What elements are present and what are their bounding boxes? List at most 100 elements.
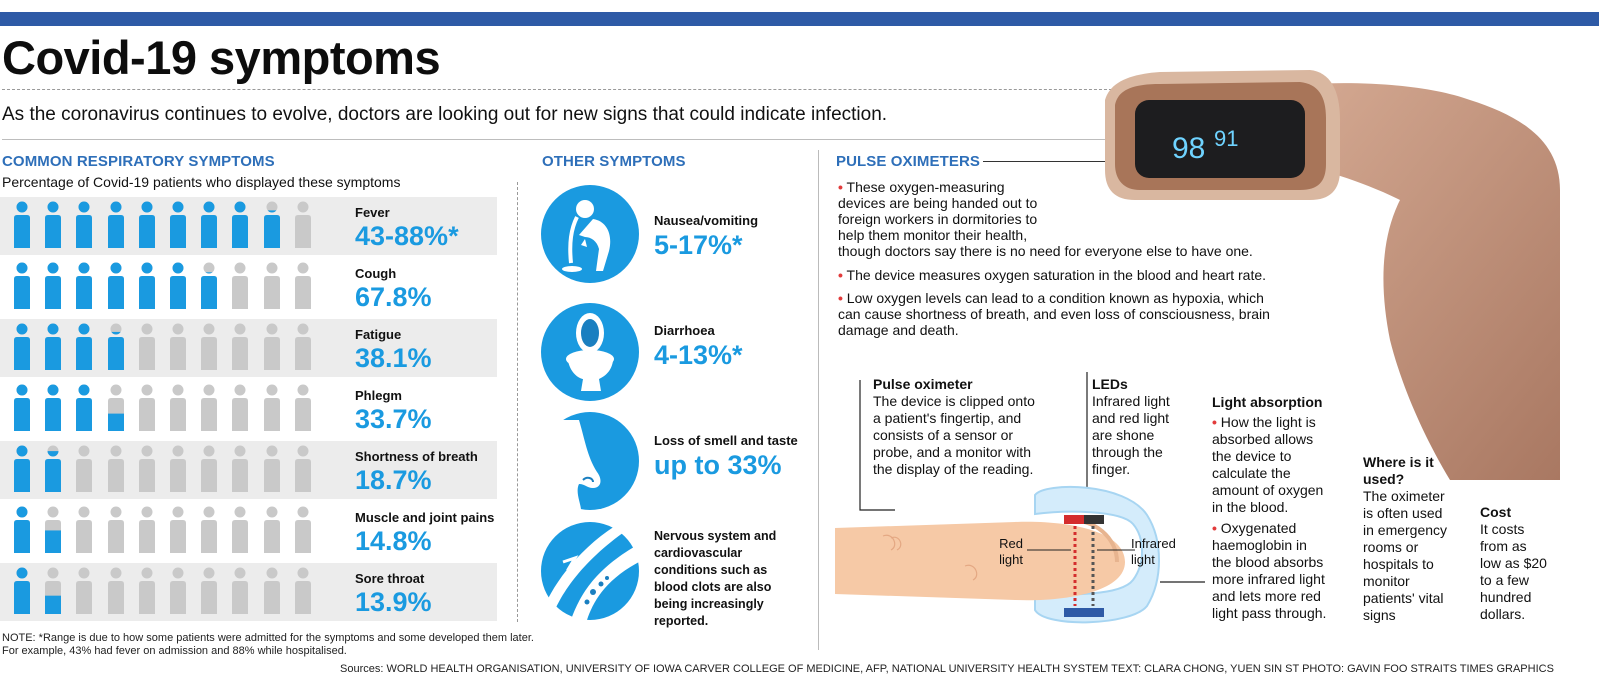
light-absorption-heading: Light absorption: [1212, 394, 1323, 410]
symptom-name: Shortness of breath: [355, 449, 478, 464]
other-item-value: 4-13%*: [654, 340, 743, 370]
credits-line: Sources: WORLD HEALTH ORGANISATION, UNIV…: [340, 663, 1554, 675]
person-icon: [45, 262, 62, 309]
symptom-row: Muscle and joint pains 14.8%: [0, 502, 497, 560]
person-icon: [45, 201, 62, 248]
person-icon: [263, 262, 280, 309]
person-icon: [201, 262, 218, 309]
person-icon: [294, 506, 311, 553]
person-icon: [45, 384, 62, 431]
oximeter-bullet: • Low oxygen levels can lead to a condit…: [838, 290, 1270, 338]
person-icon: [232, 323, 249, 370]
symptom-value: 67.8%: [355, 282, 432, 312]
oximeter-heading-leader: [983, 161, 1113, 162]
person-icon: [170, 506, 186, 553]
symptom-name: Cough: [355, 266, 397, 281]
person-icon: [76, 567, 93, 614]
oximeter-heading: PULSE OXIMETERS: [836, 153, 981, 170]
person-icon: [294, 262, 311, 309]
oximeter-bullet: • These oxygen-measuring devices are bei…: [838, 179, 1253, 259]
person-icon: [76, 262, 93, 309]
person-icon: [107, 262, 124, 309]
person-icon: [138, 262, 155, 309]
symptom-name: Fever: [355, 205, 390, 220]
person-icon: [263, 506, 280, 553]
person-icon: [201, 567, 218, 614]
leds-heading: LEDs: [1092, 376, 1128, 392]
person-icon: [107, 323, 124, 370]
oximeter-reading-2: 91: [1214, 126, 1238, 151]
infrared-label-line-2: light: [1131, 552, 1155, 567]
person-icon: [294, 201, 311, 248]
person-icon: [76, 445, 93, 492]
person-icon: [76, 384, 93, 431]
person-icon: [14, 384, 30, 431]
person-icon: [232, 445, 249, 492]
nausea-icon: [541, 185, 639, 283]
person-icon: [138, 506, 155, 553]
person-icon: [14, 323, 30, 370]
infrared-label-line-1: Infrared: [1131, 536, 1176, 551]
oximeter-photo: 98 91: [1105, 70, 1560, 480]
person-icon: [14, 567, 30, 614]
symptom-row: Fever 43-88%*: [0, 197, 497, 255]
light-absorption-text-1: • How the light is absorbed allows the de…: [1212, 414, 1324, 515]
person-icon: [138, 384, 155, 431]
other-item-text: Nervous system and cardiovascular condit…: [654, 529, 777, 628]
where-used-text: The oximeter is often used in emergency roo…: [1363, 488, 1448, 623]
pulse-oximeter-text: The device is clipped onto a patient's fi…: [873, 393, 1035, 477]
top-color-bar: [0, 12, 1599, 26]
column-divider-2: [818, 150, 819, 650]
person-icon: [138, 445, 155, 492]
symptom-row: Phlegm 33.7%: [0, 380, 497, 438]
red-light-label-line-1: Red: [999, 536, 1023, 551]
symptom-value: 14.8%: [355, 526, 432, 556]
person-icon: [294, 567, 311, 614]
other-item-value: 5-17%*: [654, 230, 743, 260]
symptom-value: 43-88%*: [355, 221, 459, 251]
oximeter-bullet: • The device measures oxygen saturation …: [838, 267, 1267, 283]
person-icon: [201, 323, 218, 370]
page-subtitle: As the coronavirus continues to evolve, …: [2, 104, 888, 125]
other-item-name: Diarrhoea: [654, 323, 715, 338]
blood-clot-icon: [541, 522, 639, 620]
person-icon: [201, 445, 218, 492]
person-icon: [232, 201, 249, 248]
person-icon: [45, 445, 62, 492]
pulse-oximeter-heading: Pulse oximeter: [873, 376, 973, 392]
respiratory-heading: COMMON RESPIRATORY SYMPTOMS: [2, 153, 275, 170]
person-icon: [263, 384, 280, 431]
person-icon: [263, 323, 280, 370]
footnote: NOTE: *Range is due to how some patients…: [2, 632, 534, 657]
symptom-row: Fatigue 38.1%: [0, 319, 497, 377]
person-icon: [170, 567, 186, 614]
person-icon: [170, 384, 186, 431]
person-icon: [14, 445, 30, 492]
other-heading: OTHER SYMPTOMS: [542, 153, 686, 170]
subtitle-divider: [2, 139, 1122, 140]
person-icon: [263, 445, 280, 492]
symptom-name: Sore throat: [355, 571, 425, 586]
symptom-value: 13.9%: [355, 587, 432, 617]
person-icon: [14, 262, 30, 309]
other-item-name: Nausea/vomiting: [654, 213, 759, 228]
other-item-name: Loss of smell and taste: [654, 433, 798, 448]
person-icon: [294, 323, 311, 370]
symptom-name: Fatigue: [355, 327, 402, 342]
oximeter-diagram: Red light Infrared light: [835, 372, 1205, 624]
red-light-label-line-2: light: [999, 552, 1023, 567]
person-icon: [263, 567, 280, 614]
person-icon: [170, 262, 186, 309]
symptom-value: 18.7%: [355, 465, 432, 495]
person-icon: [263, 201, 280, 248]
person-icon: [170, 445, 186, 492]
person-icon: [170, 201, 186, 248]
symptom-row: Cough 67.8%: [0, 258, 497, 316]
nose-icon: [541, 412, 639, 510]
other-item-value: up to 33%: [654, 450, 782, 480]
symptom-row: Shortness of breath 18.7%: [0, 441, 497, 499]
person-icon: [294, 384, 311, 431]
person-icon: [232, 567, 249, 614]
person-icon: [232, 262, 249, 309]
person-icon: [107, 506, 124, 553]
